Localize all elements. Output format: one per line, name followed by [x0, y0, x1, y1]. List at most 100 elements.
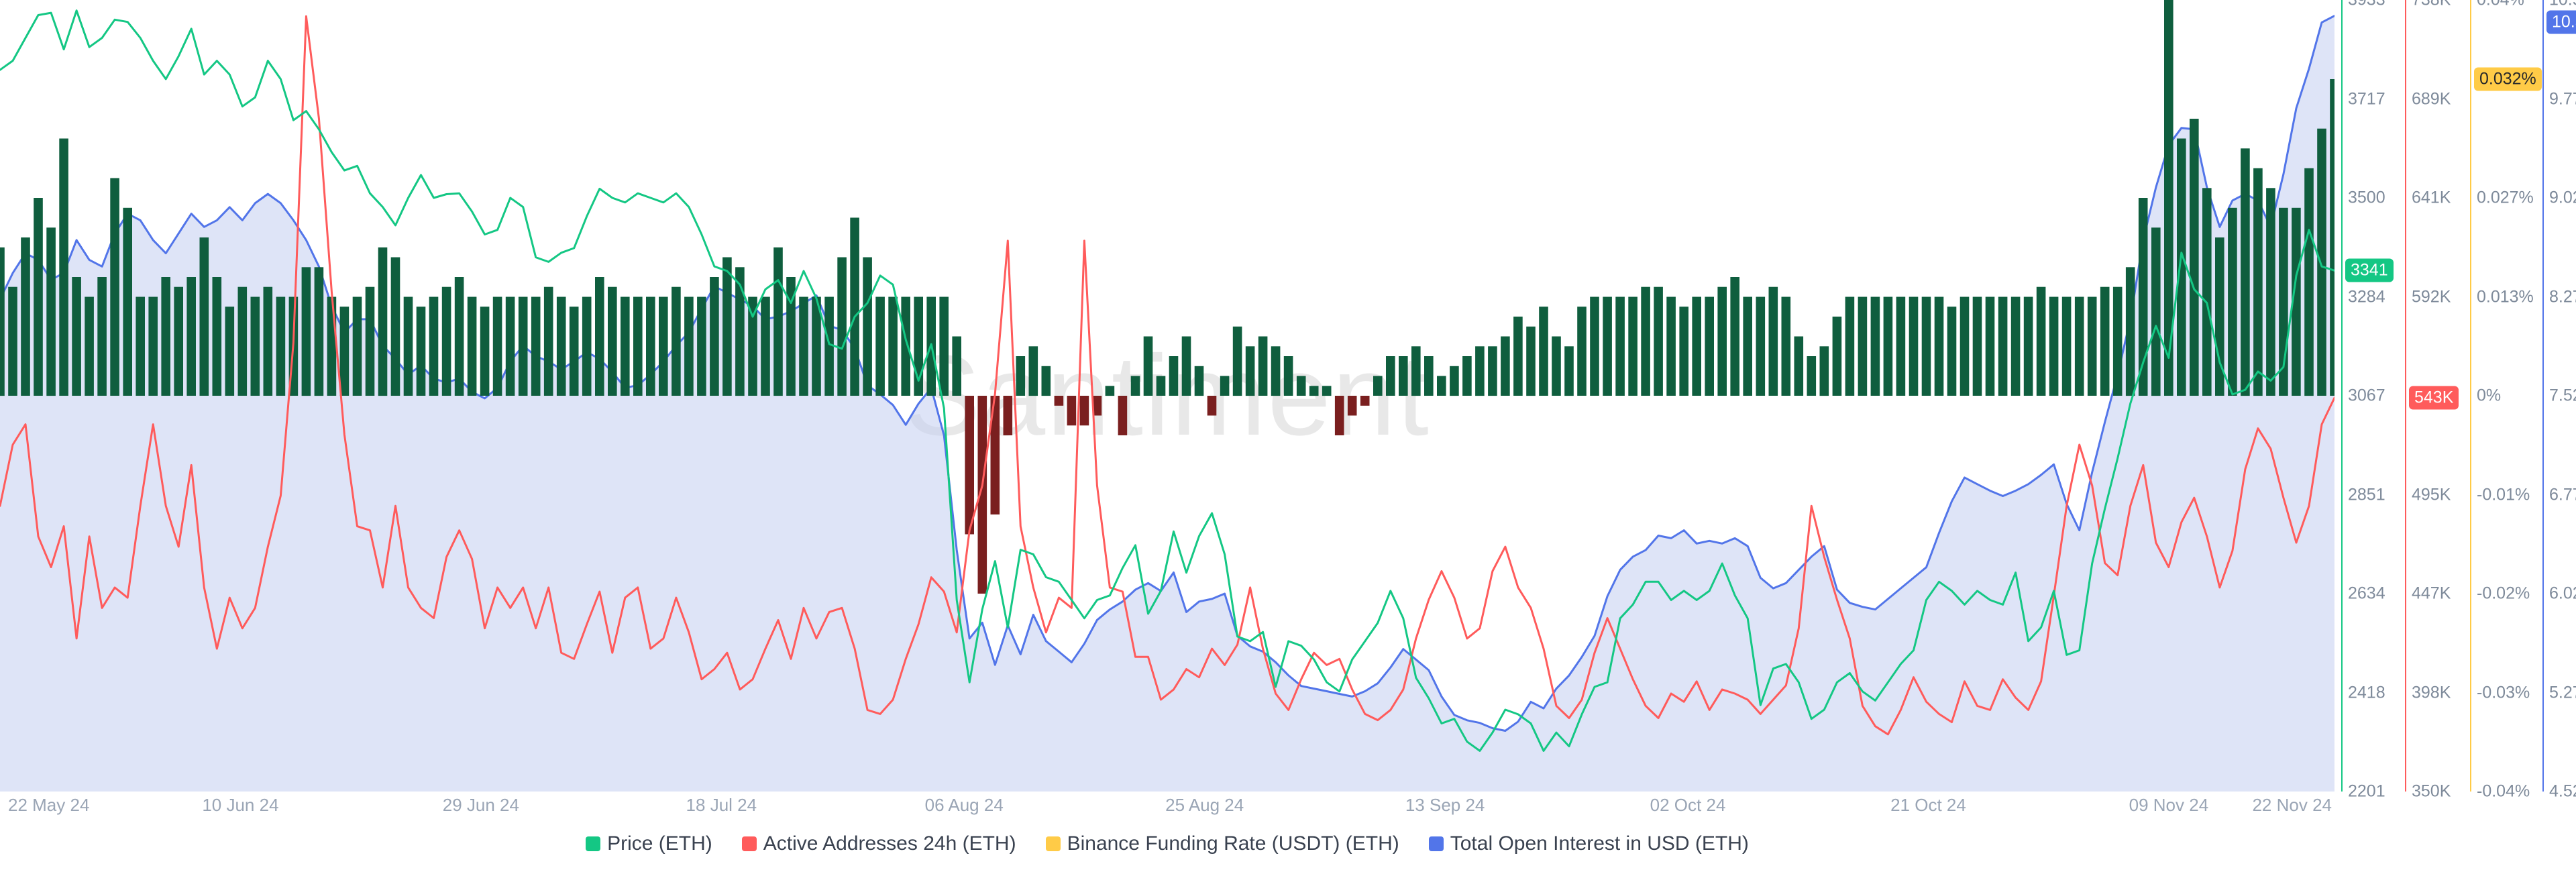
funding-bar	[2062, 297, 2072, 396]
funding-bar	[1526, 327, 1536, 396]
funding-bar	[1271, 346, 1281, 396]
funding-bar	[1131, 376, 1140, 396]
funding-bar	[391, 258, 400, 396]
funding-bar	[531, 297, 541, 396]
x-axis-tick: 29 Jun 24	[443, 795, 519, 816]
legend-item[interactable]: Price (ETH)	[586, 832, 712, 855]
y-tick: 2201	[2348, 782, 2385, 802]
funding-bar	[238, 287, 248, 396]
x-axis-tick: 21 Oct 24	[1890, 795, 1966, 816]
y-axis-oi: 10.52B9.77B9.02B8.27B7.52B6.77B6.02B5.27…	[2542, 0, 2576, 792]
y-tick: 3500	[2348, 188, 2385, 208]
funding-bar	[1590, 297, 1599, 396]
funding-bar	[429, 297, 439, 396]
funding-bar	[2024, 297, 2033, 396]
funding-bar	[59, 139, 68, 396]
y-tick: 8.27B	[2549, 287, 2576, 307]
funding-bar	[442, 287, 451, 396]
legend-swatch	[586, 836, 600, 851]
legend-item[interactable]: Total Open Interest in USD (ETH)	[1429, 832, 1749, 855]
plot-area[interactable]: Santiment	[0, 0, 2334, 792]
legend-swatch	[1429, 836, 1444, 851]
y-tick: 4.52B	[2549, 782, 2576, 802]
x-axis-tick: 22 Nov 24	[2252, 795, 2332, 816]
funding-bar	[1169, 356, 1179, 396]
funding-bar	[1922, 297, 1931, 396]
x-axis-tick: 18 Jul 24	[686, 795, 757, 816]
funding-bar	[1284, 356, 1293, 396]
funding-bar	[276, 297, 286, 396]
funding-bar	[1756, 297, 1766, 396]
funding-bar	[0, 248, 5, 396]
legend-item[interactable]: Binance Funding Rate (USDT) (ETH)	[1046, 832, 1399, 855]
funding-bar	[1055, 396, 1064, 406]
y-tick: 738K	[2412, 0, 2451, 10]
funding-bar	[1335, 396, 1344, 435]
legend-item[interactable]: Active Addresses 24h (ETH)	[742, 832, 1016, 855]
funding-bar	[837, 258, 847, 396]
y-tick: 7.52B	[2549, 386, 2576, 406]
funding-bar	[1309, 386, 1319, 396]
funding-bar	[1947, 307, 1957, 396]
legend-label: Active Addresses 24h (ETH)	[763, 832, 1016, 855]
y-tick: 9.77B	[2549, 89, 2576, 109]
funding-bar	[225, 307, 235, 396]
funding-bar	[340, 307, 350, 396]
funding-bar	[455, 277, 464, 396]
funding-bar	[468, 297, 477, 396]
funding-bar	[1820, 346, 1829, 396]
y-tick: 6.02B	[2549, 584, 2576, 604]
funding-bar	[722, 258, 732, 396]
funding-bar	[353, 297, 362, 396]
y-badge-price: 3341	[2345, 259, 2394, 282]
plot-svg	[0, 0, 2334, 792]
funding-bar	[1794, 337, 1804, 396]
funding-bar	[506, 297, 515, 396]
legend-swatch	[742, 836, 757, 851]
funding-bar	[1360, 396, 1370, 406]
funding-bar	[1871, 297, 1880, 396]
funding-bar	[1513, 317, 1523, 396]
legend: Price (ETH) Active Addresses 24h (ETH) Bin…	[0, 832, 2334, 855]
funding-bar	[2049, 297, 2059, 396]
funding-bar	[1246, 346, 1255, 396]
funding-bar	[417, 307, 426, 396]
funding-bar	[888, 297, 898, 396]
funding-bar	[110, 178, 119, 396]
funding-bar	[1960, 297, 1970, 396]
funding-bar	[2011, 297, 2021, 396]
y-tick: 3284	[2348, 287, 2385, 307]
y-axes-group: 3933371735003284306728512634241822013341…	[2341, 0, 2576, 792]
funding-bar	[672, 287, 681, 396]
funding-bar	[570, 307, 579, 396]
funding-bar	[1743, 297, 1752, 396]
funding-bar	[1067, 396, 1077, 425]
funding-bar	[519, 297, 528, 396]
funding-bar	[1106, 386, 1115, 396]
funding-bar	[1462, 356, 1472, 396]
x-axis-tick: 10 Jun 24	[202, 795, 278, 816]
x-axis: 22 May 2410 Jun 2429 Jun 2418 Jul 2406 A…	[0, 795, 2334, 822]
y-tick: 3933	[2348, 0, 2385, 10]
funding-bar	[97, 277, 107, 396]
funding-bar	[85, 297, 94, 396]
funding-bar	[46, 227, 56, 396]
x-axis-tick: 25 Aug 24	[1165, 795, 1244, 816]
funding-bar	[1552, 337, 1561, 396]
funding-bar	[1348, 396, 1357, 416]
y-badge-funding: 0.032%	[2474, 68, 2542, 91]
y-axis-price: 3933371735003284306728512634241822013341	[2341, 0, 2400, 792]
y-tick: 0.027%	[2477, 188, 2534, 208]
y-tick: 447K	[2412, 584, 2451, 604]
funding-bar	[366, 287, 375, 396]
funding-bar	[1884, 297, 1893, 396]
y-tick: 398K	[2412, 683, 2451, 702]
funding-bar	[251, 297, 260, 396]
y-tick: 3717	[2348, 89, 2385, 109]
funding-bar	[1195, 366, 1204, 396]
funding-bar	[1666, 297, 1676, 396]
y-tick: 0.013%	[2477, 287, 2534, 307]
funding-bar	[557, 297, 566, 396]
funding-bar	[161, 277, 170, 396]
funding-bar	[1488, 346, 1497, 396]
